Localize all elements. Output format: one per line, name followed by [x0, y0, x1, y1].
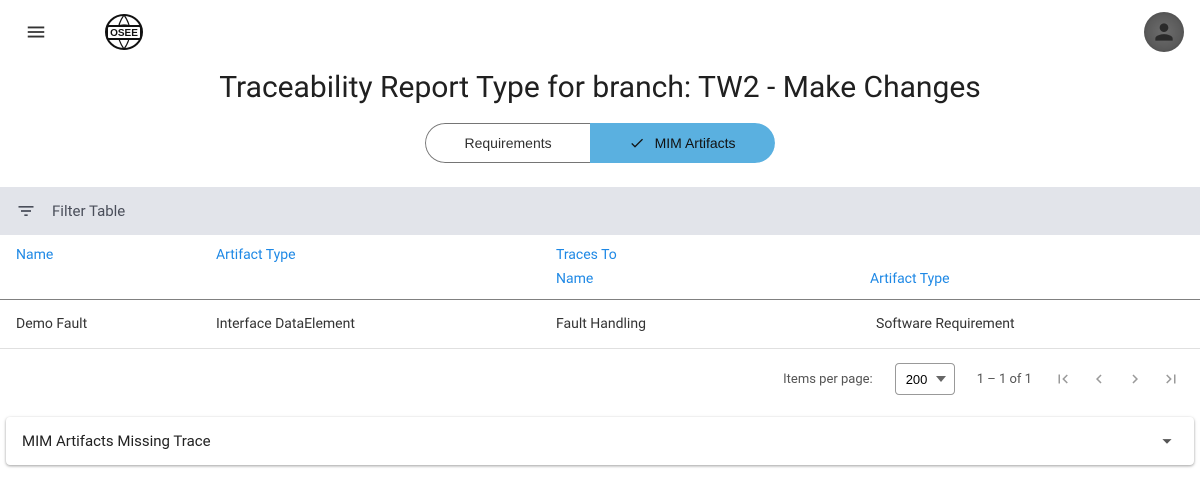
prev-page-button[interactable] [1090, 370, 1108, 388]
cell-artifact-type: Interface DataElement [200, 300, 540, 348]
toggle-mim-artifacts-label: MIM Artifacts [655, 135, 736, 151]
items-per-page-label: Items per page: [783, 372, 873, 387]
filter-icon [16, 201, 36, 221]
cell-trace-artifact-type: Software Requirement [860, 300, 1200, 348]
hamburger-icon [25, 21, 47, 43]
next-page-button[interactable] [1126, 370, 1144, 388]
col-traces-name[interactable]: Name [556, 271, 870, 287]
toggle-mim-artifacts[interactable]: MIM Artifacts [590, 123, 775, 163]
col-artifact-type[interactable]: Artifact Type [216, 247, 296, 263]
chevron-right-icon [1126, 370, 1144, 388]
report-type-toggle: Requirements MIM Artifacts [425, 123, 774, 163]
menu-button[interactable] [16, 12, 56, 52]
osee-logo-icon: OSEE [96, 12, 152, 52]
page-title: Traceability Report Type for branch: TW2… [0, 70, 1200, 105]
user-avatar[interactable] [1144, 12, 1184, 52]
page-range-label: 1 – 1 of 1 [977, 372, 1032, 387]
toggle-requirements-label: Requirements [464, 135, 551, 151]
last-page-button[interactable] [1162, 370, 1180, 388]
cell-name: Demo Fault [0, 300, 200, 348]
first-page-button[interactable] [1054, 370, 1072, 388]
svg-text:OSEE: OSEE [110, 28, 138, 39]
col-name[interactable]: Name [16, 247, 53, 263]
filter-label: Filter Table [52, 202, 125, 220]
filter-bar[interactable]: Filter Table [0, 187, 1200, 235]
col-traces-artifact-type[interactable]: Artifact Type [870, 271, 1184, 287]
person-icon [1151, 19, 1177, 45]
table-header: Name Artifact Type Traces To Name Artifa… [0, 235, 1200, 300]
paginator: Items per page: 200 1 – 1 of 1 [0, 349, 1200, 409]
trace-table: Name Artifact Type Traces To Name Artifa… [0, 235, 1200, 349]
cell-trace-name: Fault Handling [540, 300, 860, 348]
page-size-select[interactable]: 200 [895, 363, 955, 395]
app-logo[interactable]: OSEE [96, 12, 152, 52]
chevron-left-icon [1090, 370, 1108, 388]
toggle-requirements[interactable]: Requirements [425, 123, 589, 163]
check-icon [629, 135, 645, 151]
col-traces-to[interactable]: Traces To [556, 247, 1184, 271]
chevron-down-icon [1156, 430, 1178, 452]
last-page-icon [1162, 370, 1180, 388]
missing-trace-panel-title: MIM Artifacts Missing Trace [22, 432, 1156, 450]
first-page-icon [1054, 370, 1072, 388]
table-row: Demo Fault Interface DataElement Fault H… [0, 300, 1200, 349]
missing-trace-panel[interactable]: MIM Artifacts Missing Trace [6, 417, 1194, 465]
